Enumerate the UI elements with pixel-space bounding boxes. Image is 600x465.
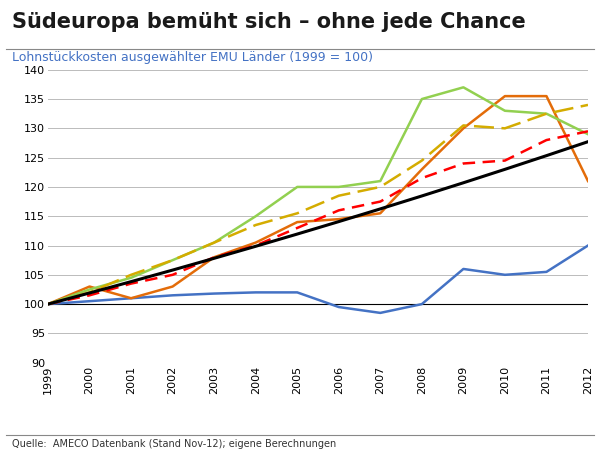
Legend: Germany, Greece, Spain, France, Italy, Inflation target of 1.9%: Germany, Greece, Spain, France, Italy, I… (71, 462, 565, 465)
Text: Lohnstückkosten ausgewählter EMU Länder (1999 = 100): Lohnstückkosten ausgewählter EMU Länder … (12, 51, 373, 64)
Text: Südeuropa bemüht sich – ohne jede Chance: Südeuropa bemüht sich – ohne jede Chance (12, 12, 526, 32)
Text: Quelle:  AMECO Datenbank (Stand Nov-12); eigene Berechnungen: Quelle: AMECO Datenbank (Stand Nov-12); … (12, 439, 336, 450)
